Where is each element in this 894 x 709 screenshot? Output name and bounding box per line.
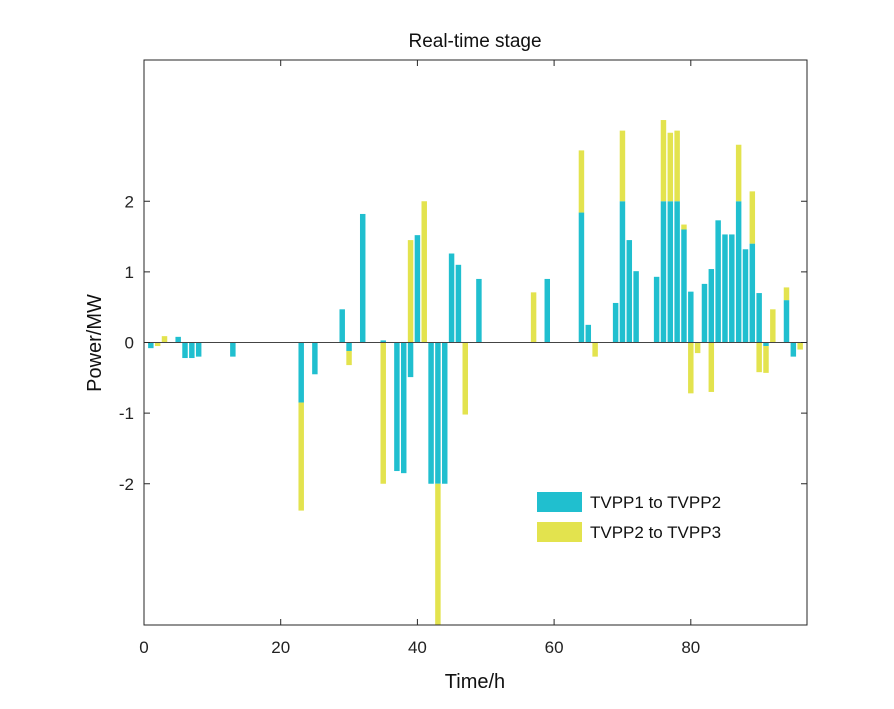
chart-title: Real-time stage bbox=[408, 31, 541, 52]
bar-series1-t70 bbox=[619, 201, 626, 343]
bar-series1-t69 bbox=[612, 302, 619, 343]
legend-label-series2: TVPP2 to TVPP3 bbox=[590, 523, 721, 542]
y-axis-title: Power/MW bbox=[84, 294, 106, 392]
bar-series2-t89 bbox=[749, 191, 756, 244]
bar-series2-t96 bbox=[797, 342, 803, 350]
x-tick-label: 60 bbox=[545, 638, 564, 657]
bar-series1-t77 bbox=[667, 201, 674, 343]
bar-series2-t80 bbox=[688, 342, 694, 394]
x-axis-title: Time/h bbox=[445, 671, 505, 693]
bar-series1-t42 bbox=[428, 342, 434, 484]
bar-series2-t77 bbox=[667, 132, 674, 202]
bar-series1-t49 bbox=[476, 278, 482, 343]
bar-series1-t64 bbox=[578, 212, 585, 343]
bar-series1-t6 bbox=[182, 342, 188, 359]
bar-series2-t79 bbox=[681, 224, 687, 230]
bar-series1-t65 bbox=[585, 324, 592, 343]
bar-series2-t87 bbox=[735, 144, 742, 202]
bar-series2-t94 bbox=[783, 287, 790, 301]
bar-series2-t92 bbox=[770, 309, 776, 343]
bar-series1-t85 bbox=[722, 234, 728, 343]
bar-series2-t35 bbox=[380, 342, 386, 484]
x-tick-label: 40 bbox=[408, 638, 427, 657]
bar-series2-t30 bbox=[346, 350, 352, 366]
bar-series2-t78 bbox=[674, 130, 680, 202]
bar-series1-t25 bbox=[312, 342, 318, 375]
bar-series1-t72 bbox=[633, 271, 639, 343]
bar-series1-t79 bbox=[681, 229, 687, 343]
bar-series1-t13 bbox=[230, 342, 236, 357]
bar-series1-t84 bbox=[715, 220, 721, 343]
bar-series2-t66 bbox=[592, 342, 598, 357]
y-tick-label: 0 bbox=[125, 334, 134, 353]
bar-series1-t32 bbox=[359, 213, 366, 343]
legend-label-series1: TVPP1 to TVPP2 bbox=[590, 493, 721, 512]
bar-series1-t59 bbox=[544, 278, 551, 343]
bar-series1-t90 bbox=[756, 293, 762, 343]
bars-layer bbox=[148, 120, 803, 625]
x-axis-ticks: 0 20 40 60 80 bbox=[139, 60, 700, 657]
y-tick-label: 2 bbox=[125, 192, 134, 211]
bar-series1-t94 bbox=[783, 300, 790, 343]
x-tick-label: 0 bbox=[139, 638, 148, 657]
bar-series1-t82 bbox=[701, 283, 708, 343]
bar-series1-t43 bbox=[435, 342, 441, 484]
x-tick-label: 80 bbox=[681, 638, 700, 657]
bar-series1-t83 bbox=[708, 269, 715, 343]
bar-series1-t7 bbox=[189, 342, 195, 359]
y-axis-ticks: -2 -1 0 1 2 bbox=[119, 192, 807, 494]
bar-series2-t3 bbox=[161, 336, 168, 343]
bar-series2-t41 bbox=[421, 201, 427, 343]
bar-series1-t44 bbox=[442, 342, 448, 484]
bar-series1-t35 bbox=[380, 340, 386, 343]
bar-series2-t39 bbox=[407, 240, 414, 343]
bar-series1-t76 bbox=[660, 201, 667, 343]
legend: TVPP1 to TVPP2 TVPP2 to TVPP3 bbox=[537, 492, 721, 542]
bar-series1-t71 bbox=[626, 240, 633, 343]
bar-series2-t90 bbox=[756, 342, 762, 373]
bar-series2-t70 bbox=[619, 130, 626, 202]
bar-series1-t30 bbox=[346, 342, 352, 351]
bar-series1-t1 bbox=[148, 342, 154, 349]
bar-series2-t2 bbox=[154, 342, 161, 347]
bar-series2-t83 bbox=[708, 342, 715, 392]
bar-series1-t87 bbox=[735, 201, 742, 343]
bar-series1-t8 bbox=[195, 342, 202, 357]
bar-series1-t37 bbox=[394, 342, 400, 472]
bar-series2-t47 bbox=[462, 342, 468, 415]
y-tick-label: -1 bbox=[119, 404, 134, 423]
bar-series1-t23 bbox=[298, 342, 304, 403]
bar-series2-t81 bbox=[694, 342, 701, 354]
y-tick-label: 1 bbox=[125, 263, 134, 282]
bar-series1-t91 bbox=[763, 342, 769, 347]
bar-series1-t95 bbox=[790, 342, 797, 357]
bar-series2-t23 bbox=[298, 402, 304, 511]
bar-series1-t29 bbox=[339, 309, 345, 343]
y-tick-label: -2 bbox=[119, 475, 134, 494]
bar-series1-t46 bbox=[455, 264, 462, 343]
bar-series2-t76 bbox=[660, 120, 667, 202]
bar-series1-t88 bbox=[742, 249, 749, 343]
x-tick-label: 20 bbox=[271, 638, 290, 657]
bar-series1-t45 bbox=[448, 253, 455, 343]
bar-series1-t38 bbox=[400, 342, 407, 474]
bar-series1-t40 bbox=[414, 235, 421, 343]
bar-series2-t57 bbox=[530, 292, 537, 343]
bar-series1-t89 bbox=[749, 243, 756, 343]
legend-swatch-series1 bbox=[537, 492, 582, 512]
bar-series1-t39 bbox=[407, 342, 414, 378]
bar-series1-t5 bbox=[175, 336, 181, 343]
bar-series2-t91 bbox=[763, 346, 769, 373]
bar-series1-t86 bbox=[729, 234, 735, 343]
bar-series2-t64 bbox=[578, 150, 585, 213]
bar-series1-t78 bbox=[674, 201, 680, 343]
bar-series1-t75 bbox=[653, 276, 660, 343]
bar-series1-t80 bbox=[688, 291, 694, 343]
bar-series2-t43 bbox=[435, 483, 441, 625]
legend-swatch-series2 bbox=[537, 522, 582, 542]
